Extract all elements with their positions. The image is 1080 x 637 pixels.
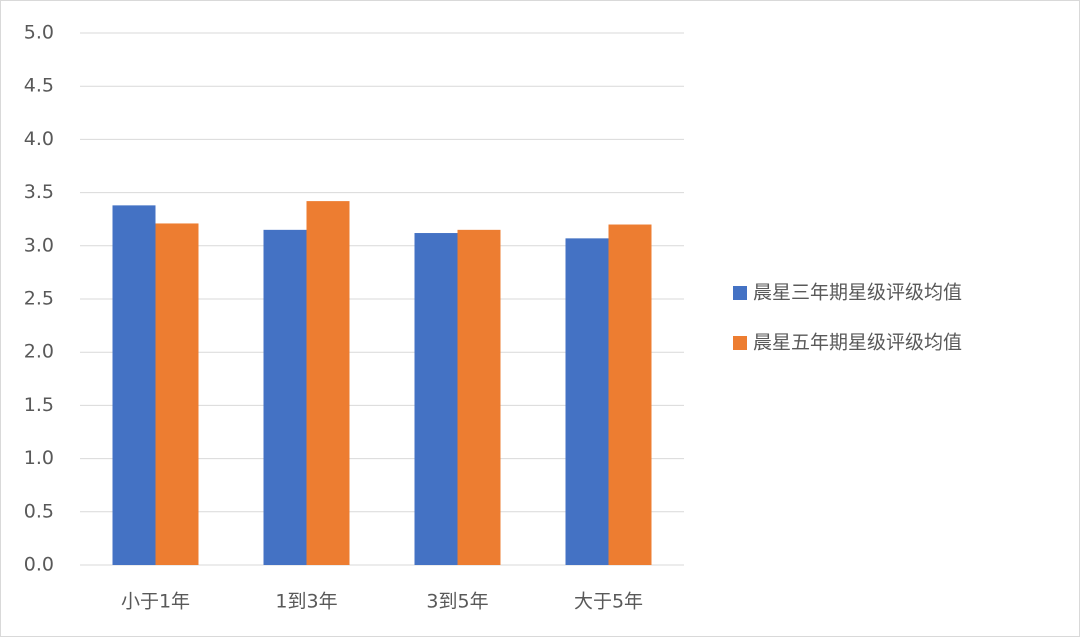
y-tick-label: 4.5: [24, 75, 54, 97]
y-tick-label: 3.0: [24, 234, 54, 256]
bar: [112, 205, 156, 566]
bar: [155, 223, 199, 565]
y-tick-label: 1.5: [24, 394, 54, 416]
bar: [565, 238, 609, 566]
y-tick-label: 2.5: [24, 288, 54, 310]
y-tick-label: 1.0: [24, 447, 54, 469]
y-tick-label: 2.0: [24, 341, 54, 363]
bar: [263, 229, 307, 565]
legend-swatch: [733, 286, 747, 300]
x-tick-label: 大于5年: [574, 591, 643, 613]
bar: [306, 201, 350, 565]
x-tick-label: 小于1年: [121, 591, 190, 613]
bar: [414, 233, 458, 566]
legend-label: 晨星五年期星级评级均值: [753, 332, 962, 354]
x-tick-label: 1到3年: [275, 591, 337, 613]
y-tick-label: 3.5: [24, 181, 54, 203]
y-tick-label: 5.0: [24, 22, 54, 44]
legend-swatch: [733, 336, 747, 350]
y-tick-label: 0.5: [24, 500, 54, 522]
y-tick-label: 0.0: [24, 554, 54, 576]
bar: [608, 224, 652, 565]
x-tick-label: 3到5年: [426, 591, 488, 613]
bar: [457, 229, 501, 565]
y-tick-label: 4.0: [24, 128, 54, 150]
legend-label: 晨星三年期星级评级均值: [753, 282, 962, 304]
